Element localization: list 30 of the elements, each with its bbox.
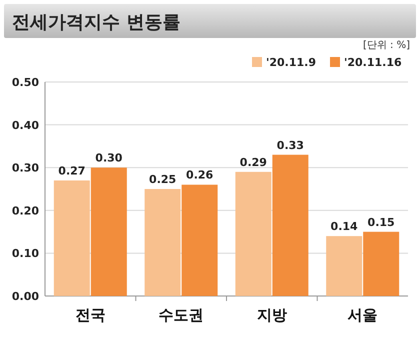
x-tick-label: 전국 xyxy=(75,306,106,324)
data-label: 0.30 xyxy=(95,152,123,165)
bar xyxy=(144,189,181,296)
legend-label: '20.11.9 xyxy=(266,56,316,69)
text: 0.10 xyxy=(12,247,39,260)
data-label: 0.26 xyxy=(186,168,214,182)
text: 0.40 xyxy=(12,118,39,132)
bar xyxy=(272,154,308,296)
data-label: 0.14 xyxy=(330,220,358,234)
bar xyxy=(54,180,90,296)
bar xyxy=(182,184,218,296)
data-label: 0.29 xyxy=(240,156,267,169)
x-tick-label: 수도권 xyxy=(158,306,204,324)
data-label: 0.25 xyxy=(149,173,176,186)
data-label: 0.27 xyxy=(58,164,86,178)
text: 0.30 xyxy=(12,162,39,175)
text: 0.00 xyxy=(12,290,39,303)
bar xyxy=(235,172,272,296)
bar xyxy=(326,236,362,296)
text: [단위 : %] xyxy=(362,40,410,51)
text: 0.20 xyxy=(12,204,39,218)
data-label: 0.15 xyxy=(368,216,395,229)
text: 0.50 xyxy=(12,76,39,89)
data-label: 0.33 xyxy=(276,138,304,152)
x-tick-label: 서울 xyxy=(348,306,378,324)
x-tick-label: 지방 xyxy=(256,306,287,324)
legend-label: '20.11.16 xyxy=(344,56,402,69)
bar xyxy=(90,168,127,296)
chart-title: 전세가격지수 변동률 xyxy=(12,12,180,33)
bar xyxy=(363,232,400,296)
